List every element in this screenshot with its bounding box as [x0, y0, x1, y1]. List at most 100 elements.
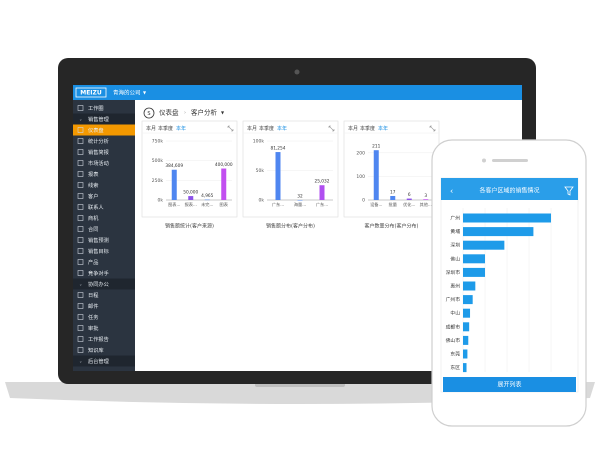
sidebar-icon: [77, 325, 84, 331]
x-tick-label: 设备...: [370, 201, 382, 208]
tab[interactable]: 本季度: [259, 125, 274, 132]
sidebar-item[interactable]: 市场活动: [88, 159, 109, 167]
sidebar-item[interactable]: 日程: [88, 291, 98, 299]
sidebar: [73, 100, 135, 371]
bar: [463, 267, 485, 277]
sidebar-item[interactable]: 联系人: [88, 203, 104, 211]
sidebar-item[interactable]: 审批: [88, 324, 98, 332]
sidebar-item[interactable]: 仪表盘: [88, 126, 104, 134]
sidebar-icon: [77, 105, 84, 111]
y-tick-label: 佛山市: [446, 337, 461, 344]
bar: [275, 152, 281, 200]
expand-button-label[interactable]: 展开列表: [497, 381, 521, 389]
data-label: 32: [297, 193, 303, 199]
y-tick-label: 东区: [450, 364, 460, 371]
sidebar-item[interactable]: 知识库: [88, 346, 104, 354]
sidebar-icon: [77, 138, 84, 144]
phone-header: [441, 178, 578, 200]
bar: [463, 322, 470, 332]
y-tick-label: 250k: [152, 178, 164, 184]
expand-icon: [429, 125, 436, 132]
sidebar-item[interactable]: 线索: [88, 181, 98, 189]
sidebar-item[interactable]: 工作报告: [88, 335, 109, 343]
x-tick-label: 报表...: [185, 201, 197, 208]
sidebar-item[interactable]: 合同: [88, 225, 98, 233]
sidebar-item[interactable]: 商机: [88, 214, 99, 222]
sidebar-item[interactable]: 销售目标: [88, 247, 109, 255]
sidebar-icon: [77, 259, 84, 265]
x-tick-label: 批量: [389, 201, 397, 208]
sidebar-chevron: ⌄: [79, 117, 82, 122]
breadcrumb-item[interactable]: 客户分析: [191, 108, 218, 117]
logo-box: [75, 87, 107, 98]
sidebar-group-bg: [73, 278, 135, 290]
sidebar-group[interactable]: 后台管理: [88, 357, 110, 365]
bar: [463, 254, 485, 264]
sidebar-group[interactable]: 销售管理: [88, 115, 110, 123]
y-tick-label: 惠州: [450, 283, 460, 290]
sidebar-icon: [77, 193, 84, 199]
sidebar-item[interactable]: 产品: [88, 258, 98, 266]
sidebar-item[interactable]: 统计分析: [88, 137, 109, 145]
breadcrumb-sep: ›: [184, 110, 186, 116]
bar: [463, 308, 471, 318]
tab[interactable]: 本月: [348, 125, 358, 132]
phone-camera: [482, 158, 486, 163]
sidebar-group[interactable]: 协同办公: [88, 280, 109, 288]
data-label: 384,609: [165, 163, 183, 169]
chart-card: [242, 120, 339, 218]
sidebar-item[interactable]: 销售简报: [88, 148, 109, 156]
data-label: 6: [408, 192, 411, 198]
sidebar-item[interactable]: 邮件: [88, 302, 98, 310]
company-caret: ▼: [143, 90, 147, 95]
y-tick-label: 成都市: [446, 323, 461, 330]
expand-button[interactable]: [443, 377, 576, 392]
sidebar-chevron: ⌄: [79, 359, 82, 364]
x-tick-label: 未完...: [201, 201, 213, 208]
tab[interactable]: 本年: [176, 125, 186, 132]
bar: [373, 150, 379, 200]
sidebar-item[interactable]: 报表: [88, 170, 99, 178]
phone-screen: [440, 177, 579, 393]
sidebar-icon: [77, 215, 84, 221]
chart-card: [343, 120, 440, 218]
tab[interactable]: 本年: [277, 125, 287, 132]
sidebar-active-bg: [73, 124, 135, 136]
chart-caption: 销售额统计(客户来源): [165, 223, 214, 230]
data-label: 17: [390, 189, 396, 195]
x-tick-label: 其他...: [420, 201, 432, 208]
bar: [463, 335, 469, 345]
bar: [463, 363, 467, 373]
sidebar-icon: [77, 347, 84, 353]
y-tick-label: 500k: [152, 158, 164, 164]
tab[interactable]: 本月: [146, 125, 156, 132]
data-label: 3: [424, 193, 427, 199]
sidebar-item[interactable]: 竞争对手: [88, 269, 109, 277]
sidebar-group-bg: [73, 113, 135, 125]
y-tick-label: 黄埔: [450, 228, 460, 235]
dashboard-icon: [143, 107, 155, 119]
tab[interactable]: 本月: [247, 125, 257, 132]
sidebar-item[interactable]: 销售预测: [88, 236, 109, 244]
tab[interactable]: 本季度: [158, 125, 173, 132]
bar: [463, 240, 505, 250]
expand-icon: [227, 125, 234, 132]
bar: [463, 349, 468, 359]
sidebar-icon: [77, 149, 84, 155]
sidebar-icon: [77, 270, 84, 276]
sidebar-group-bg: [73, 355, 135, 367]
tab[interactable]: 本季度: [360, 125, 375, 132]
back-icon[interactable]: ‹: [450, 187, 453, 196]
company[interactable]: 青海的公司: [113, 88, 141, 96]
sidebar-item[interactable]: 任务: [88, 313, 98, 321]
sidebar-items: 工作圈 ⌄ 销售管理仪表盘统计分析销售简报市场活动报表线索客户联系人商机合同销售预测…: [73, 104, 135, 367]
breadcrumb-item[interactable]: 仪表盘: [159, 108, 179, 117]
sidebar-item[interactable]: 工作圈: [88, 104, 104, 112]
tab[interactable]: 本年: [378, 125, 388, 132]
filter-icon[interactable]: [564, 186, 574, 196]
sidebar-item[interactable]: 客户: [88, 192, 98, 200]
y-tick-label: 广州: [450, 215, 460, 222]
y-tick-label: 东莞: [450, 351, 460, 358]
